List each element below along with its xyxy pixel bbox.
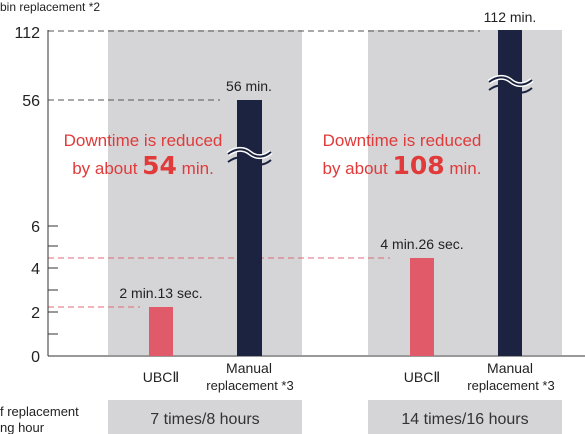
axis-break-mark (488, 76, 533, 86)
category-label-group1-ubc: UBCⅡ (143, 369, 179, 385)
annotation-group2-line1: Downtime is reduced (323, 131, 482, 150)
y-tick-label-112: 112 (14, 25, 40, 42)
annotation-prefix: by about (323, 159, 393, 178)
annotation-number: 54 (142, 151, 177, 180)
annotation-group2-line2: by about 108 min. (323, 151, 482, 180)
bar-group1-ubc (149, 307, 173, 356)
y-tick-label-2: 2 (31, 305, 40, 322)
y-axis-title: bin replacement *2 (0, 0, 100, 14)
group1-panel (108, 30, 302, 355)
axis-break-mark (488, 84, 533, 94)
annotation-group1-line1: Downtime is reduced (64, 131, 223, 150)
y-tick-label-6: 6 (31, 219, 40, 236)
bar-label-group2-manual: 112 min. (484, 9, 537, 25)
annotation-suffix: min. (445, 159, 482, 178)
bar-group2-ubc (410, 258, 434, 356)
row-label-line2: ng hour (0, 420, 45, 434)
y-tick-label-4: 4 (31, 261, 40, 278)
row-label-line1: f replacement (0, 404, 79, 419)
group2-panel (368, 30, 562, 355)
axis-break-mark (227, 148, 272, 158)
y-tick-label-56: 56 (22, 93, 40, 110)
annotation-suffix: min. (177, 159, 214, 178)
annotation-number: 108 (392, 151, 444, 180)
category-label-group2-manual-line1: Manual (487, 360, 533, 376)
group1-footer-panel (108, 400, 302, 434)
group2-label: 14 times/16 hours (401, 411, 528, 428)
bar-group1-manual (237, 100, 262, 356)
axis-break-mark (227, 156, 272, 166)
annotation-group1-line2: by about 54 min. (72, 151, 214, 180)
group2-footer-panel (368, 400, 562, 434)
bar-label-group2-ubc: 4 min.26 sec. (380, 236, 463, 252)
bar-label-group1-manual: 56 min. (226, 78, 272, 94)
group1-label: 7 times/8 hours (150, 411, 259, 428)
annotation-prefix: by about (72, 159, 142, 178)
category-label-group2-manual-line2: replacement *3 (467, 378, 554, 393)
category-label-group1-manual-line1: Manual (226, 360, 272, 376)
bar-label-group1-ubc: 2 min.13 sec. (119, 285, 202, 301)
category-label-group2-ubc: UBCⅡ (404, 369, 440, 385)
y-tick-label-0: 0 (31, 349, 40, 366)
category-label-group1-manual-line2: replacement *3 (206, 378, 293, 393)
